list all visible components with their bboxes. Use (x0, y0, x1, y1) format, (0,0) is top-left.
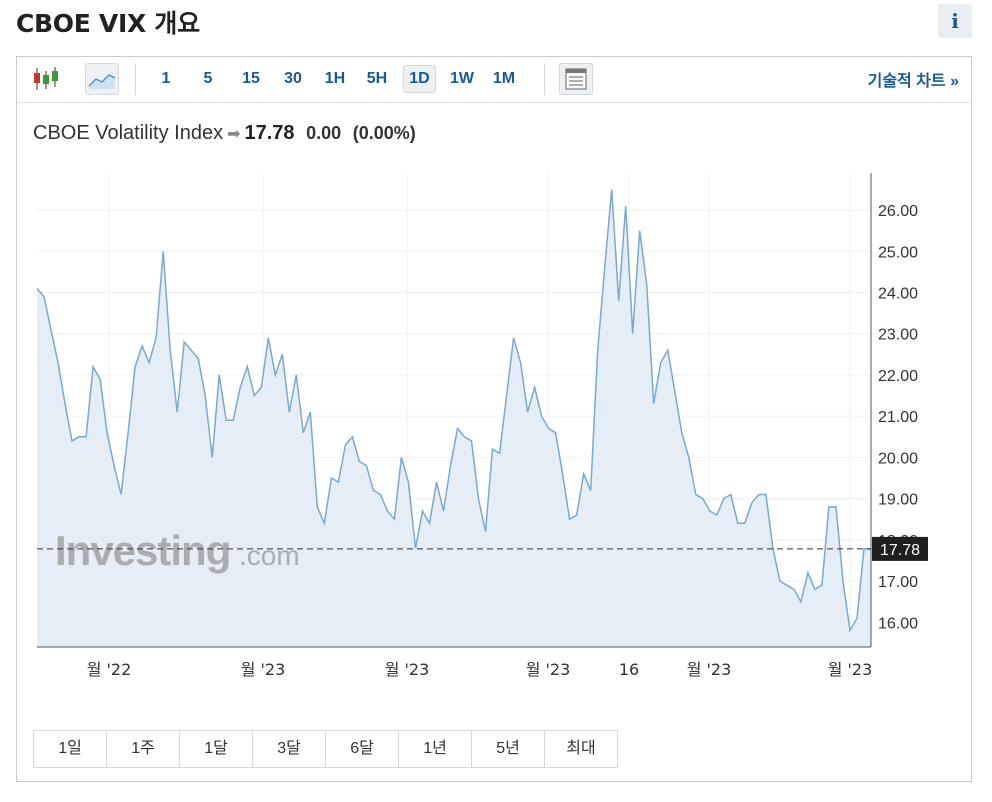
quote-header: CBOE Volatility Index ➡ 17.78 0.00 (0.00%) (33, 122, 416, 145)
range-6m-button[interactable]: 6달 (325, 730, 399, 768)
toolbar-separator (135, 63, 136, 95)
investing-watermark-suffix: .com (239, 540, 300, 571)
price-chart[interactable]: 16.0017.0018.0019.0020.0021.0022.0023.00… (17, 57, 971, 727)
interval-1w-button[interactable]: 1W (450, 70, 474, 87)
interval-5h-button[interactable]: 5H (366, 70, 388, 87)
info-button[interactable]: i (938, 4, 972, 38)
range-3m-button[interactable]: 3달 (252, 730, 326, 768)
x-tick-label: 월 '23 (687, 660, 732, 679)
range-max-button[interactable]: 최대 (544, 730, 618, 768)
candlestick-chart-icon[interactable] (29, 63, 63, 95)
y-tick-label: 19.00 (878, 492, 918, 509)
x-tick-label: 월 '23 (526, 660, 571, 679)
last-price: 17.78 (244, 122, 295, 144)
interval-30m-button[interactable]: 30 (284, 70, 302, 87)
y-tick-label: 26.00 (878, 203, 918, 220)
chart-toolbar: 1 5 15 30 1H 5H 1D 1W 1M 기술적 차트 » (17, 57, 971, 103)
range-1y-button[interactable]: 1년 (398, 730, 472, 768)
y-tick-label: 25.00 (878, 244, 918, 261)
x-tick-label: 월 '23 (828, 660, 873, 679)
range-1m-button[interactable]: 1달 (179, 730, 253, 768)
current-price-tag (872, 536, 928, 561)
price-line (36, 189, 871, 633)
x-tick-label: 월 '23 (385, 660, 430, 679)
y-tick-label: 16.00 (878, 615, 918, 632)
x-tick-label: 월 '22 (87, 660, 132, 679)
interval-15m-button[interactable]: 15 (242, 70, 260, 87)
y-tick-label: 24.00 (878, 286, 918, 303)
range-selector: 1일 1주 1달 3달 6달 1년 5년 최대 (33, 730, 618, 768)
price-change: 0.00 (306, 123, 342, 143)
x-tick-label: 16 (619, 660, 639, 679)
area-chart-icon[interactable] (85, 63, 119, 95)
page-title: CBOE VIX 개요 (16, 9, 200, 38)
x-tick-label: 월 '23 (241, 660, 286, 679)
price-area (37, 189, 871, 647)
current-price-label: 17.78 (880, 542, 920, 559)
interval-1h-button[interactable]: 1H (324, 70, 346, 87)
range-5y-button[interactable]: 5년 (471, 730, 545, 768)
y-tick-label: 21.00 (878, 409, 918, 426)
y-tick-label: 20.00 (878, 450, 918, 467)
interval-1mo-button[interactable]: 1M (492, 70, 516, 87)
range-1w-button[interactable]: 1주 (106, 730, 180, 768)
toolbar-separator (544, 63, 545, 95)
chart-panel: 1 5 15 30 1H 5H 1D 1W 1M 기술적 차트 » CBOE V… (16, 56, 972, 782)
technical-chart-link[interactable]: 기술적 차트 » (867, 73, 959, 90)
interval-1d-button[interactable]: 1D (403, 65, 436, 93)
investing-watermark: Investing (55, 527, 230, 574)
arrow-right-icon: ➡ (227, 126, 241, 143)
interval-5m-button[interactable]: 5 (203, 70, 213, 87)
chart-settings-icon[interactable] (559, 63, 593, 95)
y-tick-label: 23.00 (878, 327, 918, 344)
instrument-name: CBOE Volatility Index (33, 122, 224, 144)
price-change-percent: (0.00%) (352, 123, 416, 143)
y-tick-label: 17.00 (878, 574, 918, 591)
range-1d-button[interactable]: 1일 (33, 730, 107, 768)
interval-1m-button[interactable]: 1 (161, 70, 171, 87)
y-tick-label: 22.00 (878, 368, 918, 385)
